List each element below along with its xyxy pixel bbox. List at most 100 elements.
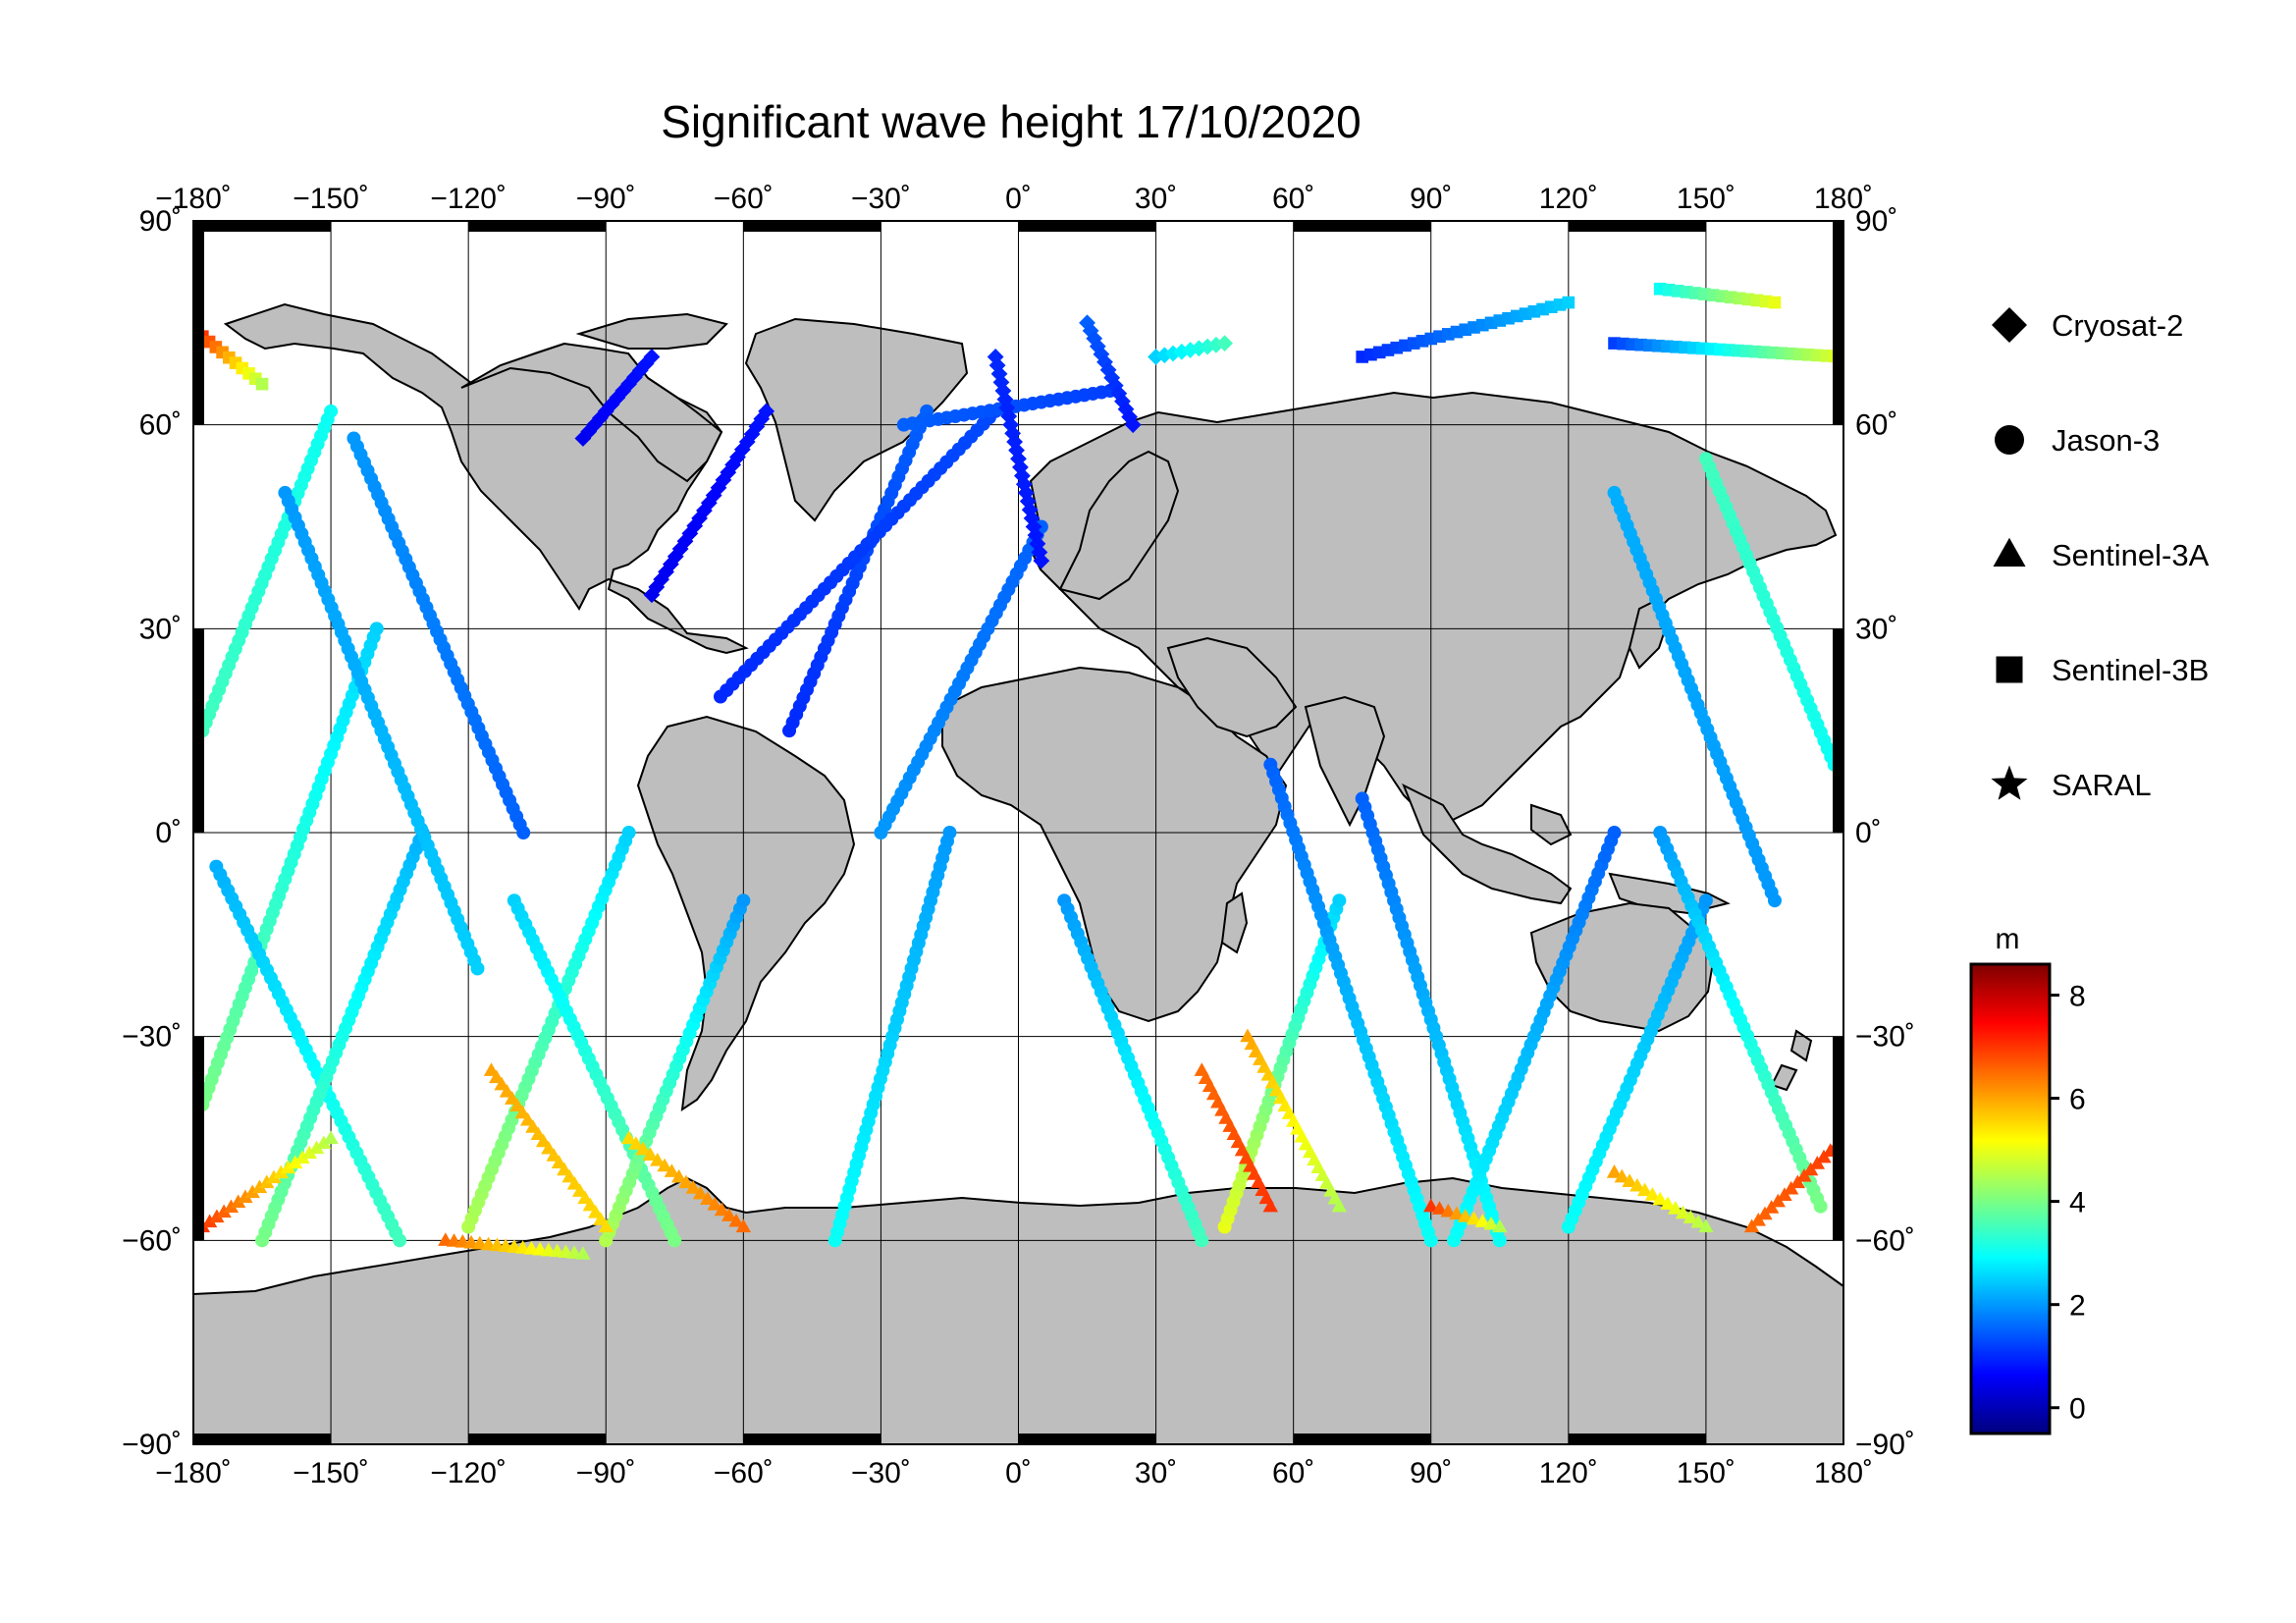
lon-tick-label-bottom: 90˚ [1410,1457,1452,1489]
track [483,1062,614,1233]
circle-symbol-icon [1995,425,2024,455]
square-symbol-icon [1996,656,2023,683]
track-point [1629,1177,1645,1192]
track-point [994,382,1012,400]
track-point [942,826,957,839]
track-point [736,893,751,908]
lon-tick-label-bottom: 60˚ [1272,1457,1314,1489]
track-point [1013,467,1031,484]
lon-tick-label-top: 180˚ [1814,183,1873,215]
track-point [620,1130,637,1145]
track-point [1483,1216,1499,1230]
track-point [1644,1187,1661,1201]
track-point [308,1140,325,1155]
track-point [621,826,636,839]
track-point [657,1158,672,1172]
triangle-symbol-icon [1993,537,2026,567]
track-point [758,403,775,420]
lat-tick-label-left: −90˚ [122,1429,182,1461]
track-point [1027,526,1044,544]
track [713,404,1003,704]
track [278,485,485,976]
frame-segment-right [1833,1036,1843,1241]
track [874,519,1048,839]
track-point [1195,1233,1209,1248]
colorbar-tick-label: 6 [2069,1084,2086,1116]
track-point [1449,1206,1465,1220]
track-point [1096,353,1113,371]
frame-segment-bottom [1293,1434,1431,1444]
lat-tick-label-right: 90˚ [1855,205,1897,238]
frame-segment-top [743,221,881,232]
frame-segment-top [1568,221,1706,232]
track-point [1466,1211,1482,1225]
map-title: Significant wave height 17/10/2020 [661,96,1362,147]
track-point [294,1150,310,1164]
frame-segment-right [1833,221,1843,425]
track-point [516,826,531,839]
track-point [1207,336,1225,353]
track-point [1458,1209,1473,1222]
track-point [1216,335,1234,352]
track-point [1614,1168,1630,1183]
lon-tick-label-bottom: −180˚ [155,1457,232,1489]
track [599,893,751,1248]
track-point [1025,518,1042,535]
track-point [574,430,592,447]
colorbar-unit: m [1996,923,2020,955]
track [620,1130,752,1233]
track-point [692,1185,709,1200]
lon-tick-label-top: −150˚ [293,183,369,215]
track [1263,757,1438,1248]
track [196,330,269,391]
track-point [635,1141,651,1156]
land-canadian-arctic [460,312,728,483]
track-point [1332,893,1347,908]
track-point [369,622,384,636]
frame-segment-bottom [193,1434,332,1444]
track-point [273,1164,289,1179]
track-point [1033,552,1050,569]
track-point [992,374,1010,391]
track-point [255,377,269,391]
track [1057,893,1209,1248]
track-point [1492,1233,1507,1248]
track-point [1004,424,1022,442]
lon-tick-label-bottom: 180˚ [1814,1457,1873,1489]
track-point [1110,385,1128,403]
track [1356,296,1575,363]
track-point [1636,1182,1653,1197]
legend-label: Sentinel-3B [2052,653,2209,687]
frame-segment-top [1293,221,1431,232]
legend-label: Cryosat-2 [2052,308,2183,343]
track-point [1089,338,1106,355]
track-point [244,1184,260,1199]
track-point [1079,314,1095,332]
track-point [1155,347,1173,364]
track-point [707,1196,722,1211]
track [1606,1164,1714,1233]
track-point [280,1160,296,1174]
track-point [598,1218,614,1233]
track-point [230,1194,246,1209]
lon-tick-label-top: 90˚ [1410,183,1452,215]
frame-segment-left [193,628,204,833]
track-point [251,1179,268,1194]
track-point [664,1163,680,1177]
lat-tick-label-right: 0˚ [1855,817,1882,849]
track-point [1331,1198,1348,1213]
track [1240,1028,1348,1213]
lon-tick-label-bottom: −120˚ [430,1457,507,1489]
frame-segment-bottom [468,1434,607,1444]
legend: Cryosat-2 Jason-3 Sentinel-3A Sentinel-3B SA… [1991,307,2210,802]
colorbar-bar [1969,962,2052,1435]
lon-tick-label-bottom: −90˚ [576,1457,636,1489]
land-scandinavia [1058,450,1180,601]
lat-tick-label-right: −90˚ [1855,1429,1915,1461]
colorbar-tick-label: 0 [2069,1393,2086,1426]
track-point [324,404,339,418]
track-point [1698,893,1713,908]
track-point [316,1135,332,1150]
lon-tick-label-top: −180˚ [155,183,232,215]
